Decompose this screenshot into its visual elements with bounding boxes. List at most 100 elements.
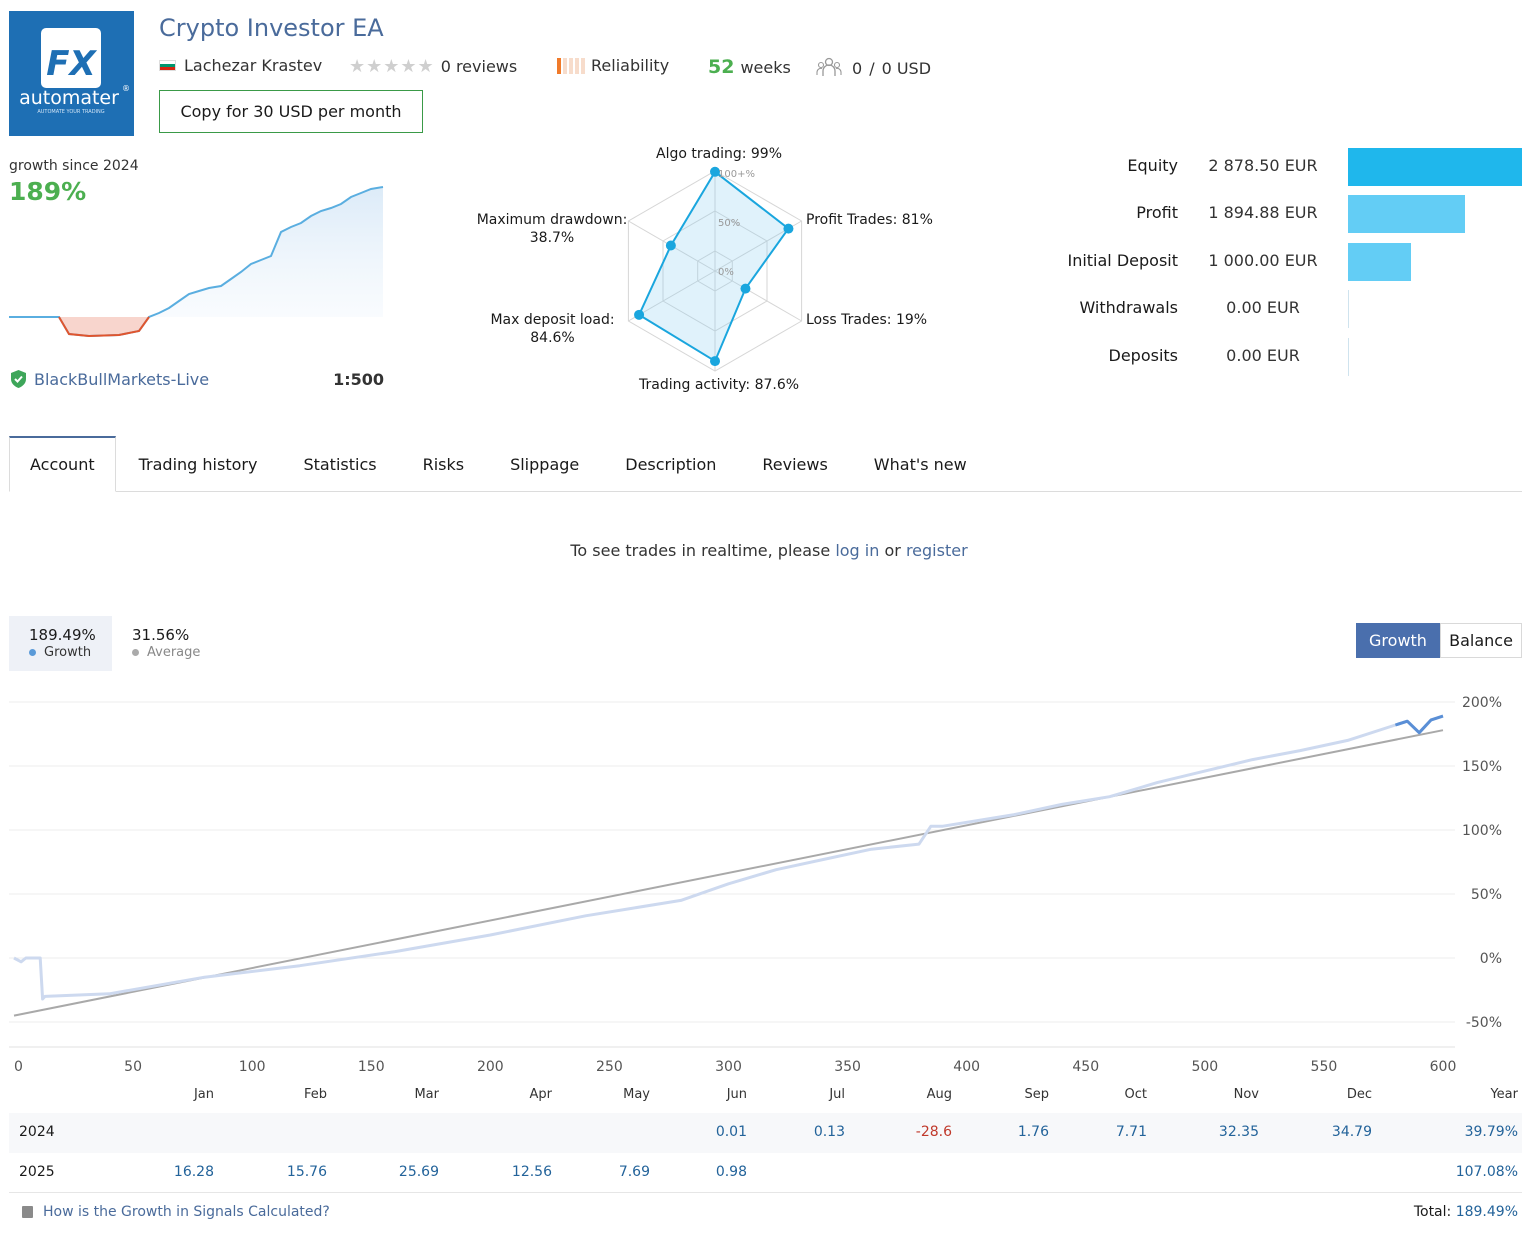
legend-growth-value: 189.49% (29, 626, 96, 644)
x-tick-label: 350 (834, 1059, 861, 1075)
stat-label: Equity (1127, 156, 1178, 175)
radar-point (665, 240, 676, 251)
stat-label: Withdrawals (1079, 298, 1178, 317)
legend-average[interactable]: 31.56% Average (112, 616, 215, 671)
month-value: 1.76 (1017, 1124, 1049, 1140)
month-value: 7.69 (618, 1164, 650, 1180)
month-value: 16.28 (173, 1164, 214, 1180)
author-name[interactable]: Lachezar Krastev (184, 56, 323, 75)
stat-value: 1 894.88 EUR (1208, 203, 1318, 222)
month-header: Apr (529, 1087, 553, 1102)
year-total: 107.08% (1455, 1164, 1518, 1180)
x-tick-label: 0 (14, 1059, 23, 1075)
login-link[interactable]: log in (835, 541, 880, 560)
month-value: 12.56 (511, 1164, 552, 1180)
realtime-or: or (884, 541, 901, 560)
y-tick-label: 200% (1462, 695, 1502, 711)
tab-risks[interactable]: Risks (422, 454, 465, 474)
copy-subscribe-button[interactable]: Copy for 30 USD per month (159, 90, 423, 133)
tab-statistics[interactable]: Statistics (303, 454, 377, 474)
growth-chart: 200% 150% 100% 50% 0% -50% 0 50 100 150 200 250 300… (9, 695, 1502, 1075)
toggle-growth-button[interactable]: Growth (1356, 623, 1440, 658)
register-link[interactable]: register (905, 541, 968, 560)
logo-reg-mark: ® (122, 84, 130, 93)
logo-graphic: FX automater ® AUTOMATE YOUR TRADING (19, 28, 130, 115)
shield-check-icon (11, 370, 26, 388)
month-header: Year (1490, 1087, 1518, 1102)
growth-calculation-help[interactable]: How is the Growth in Signals Calculated? (22, 1204, 330, 1220)
radar-ring-50: 50% (718, 218, 740, 229)
subscribers-funds: 0 USD (881, 58, 932, 78)
y-tick-label: 150% (1462, 759, 1502, 775)
month-header: Mar (414, 1087, 439, 1102)
month-header: May (623, 1087, 650, 1102)
reviews-count[interactable]: 0 reviews (440, 57, 518, 76)
radar-label-max-deposit-load: Max deposit load: 84.6% (480, 311, 625, 347)
help-link-text[interactable]: How is the Growth in Signals Calculated? (43, 1204, 330, 1220)
growth-series-recent (1394, 714, 1444, 735)
radar-ring-0: 0% (718, 267, 734, 278)
mini-growth-area (149, 187, 383, 317)
author[interactable]: Lachezar Krastev (159, 56, 322, 75)
month-header: Jul (829, 1087, 845, 1102)
stat-value: 0.00 EUR (1226, 298, 1300, 317)
rating[interactable]: ★★★★★ 0 reviews (349, 56, 517, 77)
radar-spoke (714, 270, 802, 322)
month-header: Oct (1124, 1087, 1147, 1102)
tab-whats-new[interactable]: What's new (873, 454, 967, 474)
subscribers-icon (816, 57, 842, 76)
reliability-bars-icon (557, 57, 585, 74)
month-value: 34.79 (1331, 1124, 1372, 1140)
month-value: 15.76 (286, 1164, 327, 1180)
x-tick-label: 250 (596, 1059, 623, 1075)
radar-points (634, 166, 794, 367)
x-tick-label: 150 (358, 1059, 385, 1075)
month-header: Jun (726, 1087, 747, 1102)
radar-point (710, 356, 720, 367)
month-value: 0.01 (715, 1124, 747, 1140)
year-row: 2025 16.28 15.76 25.69 12.56 7.69 0.98 107.08% (9, 1153, 1522, 1193)
realtime-notice: To see trades in realtime, please log in… (0, 541, 1522, 560)
stat-label: Deposits (1108, 346, 1179, 365)
total-growth: Total: 189.49% (1300, 1204, 1518, 1220)
tab-description[interactable]: Description (625, 454, 717, 474)
radar-point (634, 309, 645, 320)
month-header: Aug (926, 1087, 952, 1102)
x-tick-label: 600 (1430, 1059, 1457, 1075)
mini-growth-chart (9, 186, 384, 338)
legend-growth[interactable]: 189.49% Growth (9, 616, 112, 671)
logo-sub-text: AUTOMATE YOUR TRADING (37, 109, 104, 115)
signal-title: Crypto Investor EA (159, 14, 384, 42)
stat-bar (1348, 148, 1522, 186)
radar-point (783, 223, 794, 234)
radar-label-trading-activity: Trading activity: 87.6% (639, 377, 800, 393)
radar-label-loss-trades: Loss Trades: 19% (806, 312, 928, 328)
growth-series-line (13, 714, 1444, 1001)
tab-reviews[interactable]: Reviews (762, 454, 828, 474)
legend-growth-dot-icon (29, 649, 36, 656)
stat-bar (1348, 290, 1349, 328)
reliability: Reliability (557, 56, 669, 75)
month-value: -28.6 (915, 1124, 952, 1140)
broker-server[interactable]: BlackBullMarkets-Live (9, 369, 209, 389)
broker-name[interactable]: BlackBullMarkets-Live (34, 369, 210, 389)
radar-point (740, 283, 751, 294)
toggle-balance-button[interactable]: Balance (1440, 623, 1522, 658)
radar-label-max-drawdown: Maximum drawdown: 38.7% (476, 211, 628, 247)
tab-slippage[interactable]: Slippage (510, 454, 580, 474)
tab-account[interactable]: Account (9, 436, 116, 492)
weeks-value: 52 (708, 56, 735, 78)
legend-average-value: 31.56% (132, 626, 190, 644)
tab-trading-history[interactable]: Trading history (138, 454, 258, 474)
info-book-icon (22, 1206, 33, 1218)
stat-value: 0.00 EUR (1226, 346, 1300, 365)
growth-value: 189% (9, 177, 87, 206)
x-tick-label: 100 (239, 1059, 266, 1075)
subscribers: 0 / 0 USD (816, 56, 931, 80)
y-tick-label: 50% (1471, 887, 1502, 903)
logo-fx-text: FX (46, 44, 97, 84)
radar-point (710, 166, 720, 177)
stat-label: Initial Deposit (1067, 251, 1178, 270)
month-header: Feb (303, 1087, 327, 1102)
stat-value: 1 000.00 EUR (1208, 251, 1318, 270)
